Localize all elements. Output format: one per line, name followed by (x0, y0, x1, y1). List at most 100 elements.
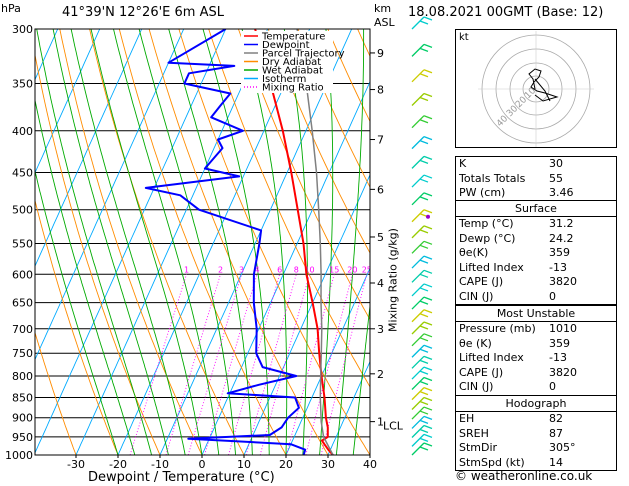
parcel-trajectory-profile (296, 29, 334, 455)
legend-entry: Dewpoint (262, 40, 310, 51)
table-row: SREH 87 (456, 427, 616, 442)
km-tick-label: 3 (377, 323, 384, 336)
row-value: 82 (549, 412, 563, 425)
pressure-tick-label: 650 (12, 297, 33, 310)
asl-label: ASL (374, 16, 395, 29)
mixing-ratio-label: 25 (362, 265, 372, 274)
table-row: StmDir 305° (456, 441, 616, 456)
km-tick-label: 2 (377, 368, 384, 381)
mixing-ratio-line (259, 274, 310, 455)
wet-adiabat (138, 29, 237, 455)
indices-table: K 30 Totals Totals 55 PW (cm) 3.46 (455, 156, 617, 202)
row-value: 3820 (549, 275, 577, 288)
mixing-ratio-label: 2 (218, 265, 223, 274)
wet-adiabat (113, 29, 220, 455)
table-row: Dewp (°C) 24.2 (456, 232, 616, 247)
pressure-tick-label: 550 (12, 237, 33, 250)
legend-entry: Dry Adiabat (262, 57, 321, 68)
hodograph-table: Hodograph EH 82 SREH 87 StmDir 305° StmSpd (kt… (455, 395, 617, 471)
mixing-ratio-label: 20 (347, 265, 357, 274)
wind-barb (411, 136, 433, 150)
dry-adiabat (178, 29, 370, 455)
row-label: θe (K) (459, 336, 492, 350)
km-tick-label: 7 (377, 134, 384, 147)
wind-barb (411, 355, 433, 369)
row-label: StmSpd (kt) (459, 455, 525, 469)
x-axis-label: Dewpoint / Temperature (°C) (88, 470, 275, 485)
table-row: Pressure (mb) 1010 (456, 322, 616, 337)
wind-barb (411, 344, 433, 358)
row-value: 3820 (549, 365, 577, 379)
mixing-ratio-line (286, 274, 335, 455)
row-value: -13 (549, 260, 567, 274)
row-label: Lifted Index (459, 351, 524, 364)
pressure-tick-label: 450 (12, 166, 33, 179)
wet-adiabat (241, 29, 288, 455)
temperature-tick-label: 40 (363, 458, 377, 471)
pressure-tick-label: 800 (12, 370, 33, 383)
storm-marker (426, 214, 430, 219)
table-row: CAPE (J) 3820 (456, 366, 616, 381)
mixing-ratio-label: 3 (239, 265, 244, 274)
wind-barb (411, 424, 433, 438)
hodograph-trace-2 (534, 78, 551, 102)
temperature-tick-label: 10 (237, 458, 251, 471)
pressure-tick-label: 600 (12, 268, 33, 281)
temperature-tick-label: 0 (199, 458, 206, 471)
row-label: Totals Totals (459, 171, 526, 185)
dry-adiabat (297, 29, 370, 189)
row-label: StmDir (459, 441, 498, 454)
isotherm (35, 29, 101, 174)
mixing-ratio-line (129, 274, 187, 455)
legend-entry: Wet Adiabat (262, 66, 323, 77)
wet-adiabat (335, 29, 365, 455)
wet-adiabat (352, 302, 370, 455)
row-value: 0 (549, 289, 556, 303)
isotherm (117, 29, 311, 455)
wind-barb (411, 43, 433, 57)
surface-table: Surface Temp (°C) 31.2 Dewp (°C) 24.2 θe(K) 3… (455, 200, 617, 305)
wind-barb (411, 174, 433, 188)
profiles-layer (144, 29, 334, 455)
table-row: CIN (J) 0 (456, 290, 616, 305)
row-value: 14 (549, 455, 563, 469)
temperature-tick-label: 30 (321, 458, 335, 471)
wind-barb (411, 396, 433, 410)
table-row: Lifted Index -13 (456, 261, 616, 276)
row-value: 359 (549, 246, 570, 259)
wet-adiabat (36, 29, 153, 455)
wind-barb (411, 115, 433, 129)
wind-barb (411, 366, 433, 380)
row-label: K (459, 157, 467, 170)
row-label: PW (cm) (459, 186, 506, 199)
temperature-tick-label: -30 (67, 458, 85, 471)
km-tick-label: 6 (377, 183, 384, 196)
pressure-tick-label: 350 (12, 78, 33, 91)
table-row: CIN (J) 0 (456, 380, 616, 395)
row-value: 31.2 (549, 217, 574, 230)
pressure-tick-label: 850 (12, 391, 33, 404)
hodograph-trace (528, 68, 559, 102)
wind-barb (411, 255, 433, 269)
temperature-profile (254, 29, 334, 455)
wind-barb (411, 415, 433, 429)
dry-adiabat (267, 29, 370, 254)
row-value: 3.46 (549, 186, 574, 199)
mixing-ratio-line (305, 274, 353, 455)
wind-barb (411, 296, 433, 310)
km-tick-label: 8 (377, 84, 384, 97)
row-label: θe(K) (459, 246, 489, 259)
row-label: SREH (459, 426, 489, 440)
wind-barb (411, 269, 433, 283)
legend-entry: Parcel Trajectory (262, 49, 345, 60)
row-label: Lifted Index (459, 260, 524, 274)
table-row: Temp (°C) 31.2 (456, 217, 616, 232)
wind-barb (411, 92, 433, 106)
mixing-ratio-label: 15 (329, 265, 339, 274)
isotherm (327, 360, 370, 455)
isotherm (35, 29, 185, 361)
lcl-label: LCL (383, 420, 404, 433)
wind-barb (411, 155, 433, 169)
wet-adiabat (319, 29, 334, 455)
pressure-tick-label: 500 (12, 204, 33, 217)
